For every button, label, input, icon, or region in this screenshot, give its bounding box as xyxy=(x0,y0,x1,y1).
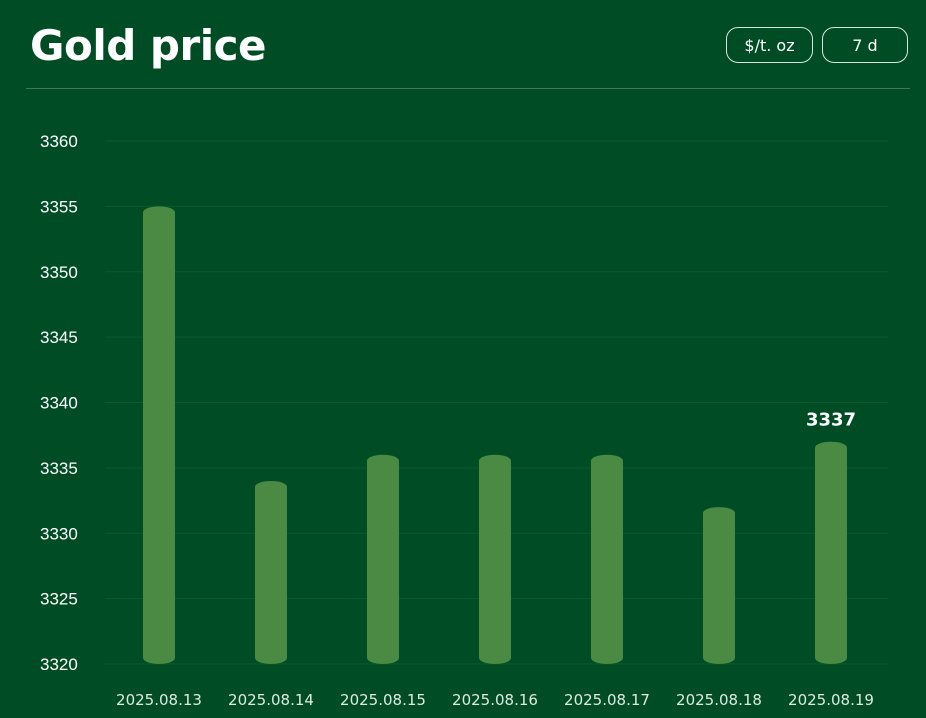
y-tick-label: 3345 xyxy=(40,328,78,347)
header-divider xyxy=(26,88,910,89)
bar[interactable] xyxy=(591,454,623,664)
y-tick-label: 3360 xyxy=(40,132,78,151)
y-tick-label: 3350 xyxy=(40,263,78,282)
unit-toggle-button[interactable]: $/t. oz xyxy=(726,27,813,63)
bar[interactable] xyxy=(703,507,735,664)
x-tick-label: 2025.08.14 xyxy=(228,691,314,709)
bar[interactable] xyxy=(367,454,399,664)
x-tick-label: 2025.08.18 xyxy=(676,691,762,709)
x-tick-label: 2025.08.13 xyxy=(116,691,202,709)
time-range-button[interactable]: 7 d xyxy=(822,27,908,63)
x-tick-label: 2025.08.15 xyxy=(340,691,426,709)
x-tick-label: 2025.08.19 xyxy=(788,691,874,709)
y-tick-label: 3340 xyxy=(40,394,78,413)
bar[interactable] xyxy=(815,441,847,664)
y-tick-label: 3325 xyxy=(40,590,78,609)
x-axis-ticks: 2025.08.13 2025.08.14 2025.08.15 2025.08.16… xyxy=(116,691,874,709)
y-tick-label: 3335 xyxy=(40,459,78,478)
y-tick-label: 3330 xyxy=(40,524,78,543)
y-tick-label: 3320 xyxy=(40,655,78,674)
bar[interactable] xyxy=(479,454,511,664)
data-label: 3337 xyxy=(806,410,856,431)
page-title: Gold price xyxy=(30,21,266,70)
bar[interactable] xyxy=(255,480,287,664)
y-axis-ticks: 3320 3325 3330 3335 3340 3345 3350 3355 3360 xyxy=(40,132,78,674)
x-tick-label: 2025.08.17 xyxy=(564,691,650,709)
data-labels: 3337 xyxy=(806,410,856,431)
bars xyxy=(143,206,847,664)
bar[interactable] xyxy=(143,206,175,664)
y-tick-label: 3355 xyxy=(40,197,78,216)
x-tick-label: 2025.08.16 xyxy=(452,691,538,709)
